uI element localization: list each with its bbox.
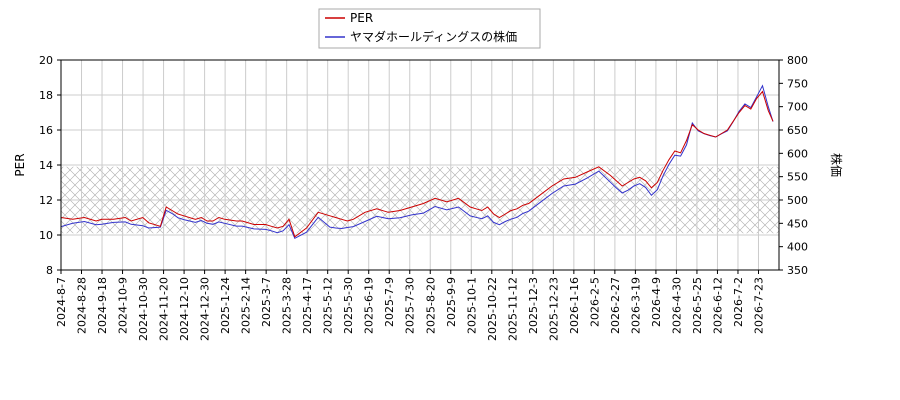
right-axis: 350 400 450 500 550 600 650 700 750 800 [779, 54, 808, 277]
x-tick-label: 2025-7-30 [404, 277, 417, 334]
series-line-price [61, 84, 774, 239]
x-tick-label: 2026-3-19 [629, 277, 642, 334]
x-tick-label: 2024-8-28 [76, 277, 89, 334]
right-tick-label: 600 [787, 147, 808, 160]
x-tick-label: 2025-3-28 [281, 277, 294, 334]
x-tick-label: 2025-5-12 [322, 277, 335, 334]
x-tick-label: 2025-7-9 [383, 277, 396, 327]
x-tick-label: 2025-12-23 [547, 277, 560, 341]
x-tick-label: 2025-5-30 [342, 277, 355, 334]
x-tick-label: 2025-10-1 [465, 277, 478, 334]
legend-box [318, 8, 541, 49]
left-tick-label: 8 [46, 264, 53, 277]
legend-label-per: PER [350, 11, 373, 25]
x-tick-label: 2024-12-10 [178, 277, 191, 341]
x-tick-label: 2026-4-9 [650, 277, 663, 327]
x-tick-label: 2026-4-30 [670, 277, 683, 334]
x-tick-label: 2025-11-12 [506, 277, 519, 341]
left-tick-label: 16 [39, 124, 53, 137]
right-tick-label: 800 [787, 54, 808, 67]
left-tick-label: 14 [39, 159, 53, 172]
right-tick-label: 450 [787, 217, 808, 230]
x-tick-label: 2025-3-7 [260, 277, 273, 327]
x-tick-label: 2025-1-24 [219, 277, 232, 334]
x-tick-label: 2024-10-9 [117, 277, 130, 334]
x-tick-label: 2026-7-2 [732, 277, 745, 327]
left-axis-label: PER [13, 153, 27, 176]
x-tick-label: 2024-8-7 [55, 277, 68, 327]
right-tick-label: 350 [787, 264, 808, 277]
x-tick-label: 2026-7-23 [752, 277, 765, 334]
x-tick-label: 2026-1-16 [568, 277, 581, 334]
right-tick-label: 400 [787, 241, 808, 254]
x-tick-label: 2024-10-30 [137, 277, 150, 341]
x-tick-label: 2026-2-5 [588, 277, 601, 327]
x-tick-label: 2025-8-20 [424, 277, 437, 334]
left-axis: 8 10 12 14 16 18 20 [39, 54, 61, 277]
right-axis-label: 株価 [829, 153, 844, 177]
legend-label-price: ヤマダホールディングスの株価 [350, 29, 517, 44]
left-tick-label: 18 [39, 89, 53, 102]
right-tick-label: 650 [787, 124, 808, 137]
x-tick-label: 2025-4-17 [301, 277, 314, 334]
left-tick-label: 20 [39, 54, 53, 67]
x-tick-label: 2026-5-25 [691, 277, 704, 334]
series-line-per [61, 90, 774, 238]
right-tick-label: 550 [787, 171, 808, 184]
series-lines [61, 84, 774, 239]
x-tick-label: 2025-9-9 [445, 277, 458, 327]
x-tick-label: 2025-12-3 [527, 277, 540, 334]
left-tick-label: 12 [39, 194, 53, 207]
x-tick-label: 2026-6-12 [711, 277, 724, 334]
x-tick-label: 2025-6-19 [363, 277, 376, 334]
x-tick-label: 2024-11-20 [158, 277, 171, 341]
x-tick-label: 2026-2-27 [609, 277, 622, 334]
x-tick-label: 2025-10-22 [486, 277, 499, 341]
x-tick-label: 2024-12-30 [199, 277, 212, 341]
right-tick-label: 750 [787, 77, 808, 90]
left-tick-label: 10 [39, 229, 53, 242]
right-tick-label: 500 [787, 194, 808, 207]
x-tick-label: 2025-2-14 [240, 277, 253, 334]
legend: PER ヤマダホールディングスの株価 [318, 8, 541, 49]
x-tick-label: 2024-9-18 [96, 277, 109, 334]
x-axis: 2024-8-7 2024-8-28 2024-9-18 2024-10-9 2024-… [55, 270, 765, 341]
right-tick-label: 700 [787, 101, 808, 114]
